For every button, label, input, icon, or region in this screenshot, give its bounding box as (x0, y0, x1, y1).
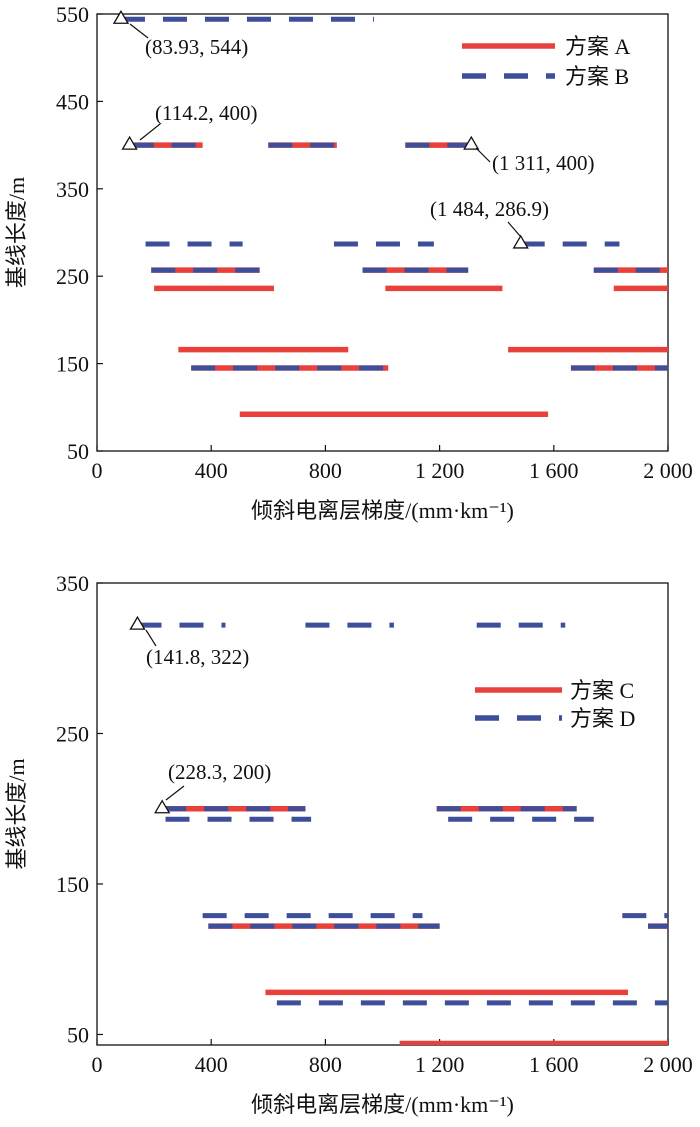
y-axis-label: 基线长度/m (4, 758, 29, 869)
y-tick-label: 550 (56, 2, 89, 27)
x-tick-label: 400 (195, 458, 228, 483)
x-axis-label: 倾斜电离层梯度/(mm·km⁻¹) (251, 1092, 514, 1117)
annotation-leader (129, 23, 149, 39)
annotation-label: (1 484, 286.9) (430, 197, 549, 221)
annotation-label: (141.8, 322) (146, 645, 249, 669)
annotation-marker (121, 135, 138, 150)
annotation-label: (114.2, 400) (155, 101, 257, 125)
x-tick-label: 0 (92, 458, 103, 483)
y-tick-label: 350 (56, 571, 89, 596)
legend-label: 方案 C (570, 678, 634, 703)
y-tick-label: 250 (56, 264, 89, 289)
x-tick-label: 1 200 (415, 1052, 465, 1077)
annotation-marker (112, 9, 130, 24)
x-tick-label: 2 000 (643, 1052, 693, 1077)
annotation-marker (463, 135, 480, 150)
y-tick-label: 250 (56, 721, 89, 746)
x-tick-label: 400 (195, 1052, 228, 1077)
annotation-marker (512, 234, 529, 249)
y-tick-label: 50 (67, 1022, 89, 1047)
plot-frame (96, 582, 669, 1046)
annotation-leader (165, 785, 185, 801)
chart-top: 0 400 800 1 200 1 600 2 000 50 150 250 350 450 550 倾… (4, 2, 693, 523)
series-layer (120, 16, 668, 418)
y-tick-label: 350 (56, 177, 89, 202)
legend-label: 方案 A (565, 34, 631, 59)
annotation-leader (145, 629, 157, 647)
x-tick-label: 0 (92, 1052, 103, 1077)
annotation-marker (129, 615, 146, 630)
y-tick-label: 150 (56, 872, 89, 897)
y-axis-label: 基线长度/m (4, 177, 29, 288)
annotation-label: (83.93, 544) (145, 35, 248, 59)
x-tick-label: 1 200 (415, 458, 465, 483)
legend-label: 方案 D (570, 706, 635, 731)
x-tick-label: 800 (309, 1052, 342, 1077)
series-layer (137, 622, 668, 1045)
chart-bottom: 0 400 800 1 200 1 600 2 000 50 150 250 350 倾斜电离层梯度… (4, 571, 693, 1117)
plot-frame (96, 13, 669, 452)
legend-label: 方案 B (565, 64, 629, 89)
x-tick-label: 2 000 (643, 458, 693, 483)
annotation-leader (139, 123, 161, 141)
annotation-leader (507, 221, 521, 237)
x-axis-label: 倾斜电离层梯度/(mm·km⁻¹) (251, 498, 514, 523)
y-tick-label: 50 (67, 439, 89, 464)
y-tick-label: 450 (56, 89, 89, 114)
y-tick-label: 150 (56, 352, 89, 377)
x-tick-label: 1 600 (529, 458, 579, 483)
x-tick-label: 800 (309, 458, 342, 483)
annotation-label: (1 311, 400) (492, 151, 594, 175)
x-tick-label: 1 600 (529, 1052, 579, 1077)
annotation-leader (475, 147, 491, 163)
annotation-label: (228.3, 200) (168, 760, 271, 784)
annotation-marker (154, 799, 171, 814)
